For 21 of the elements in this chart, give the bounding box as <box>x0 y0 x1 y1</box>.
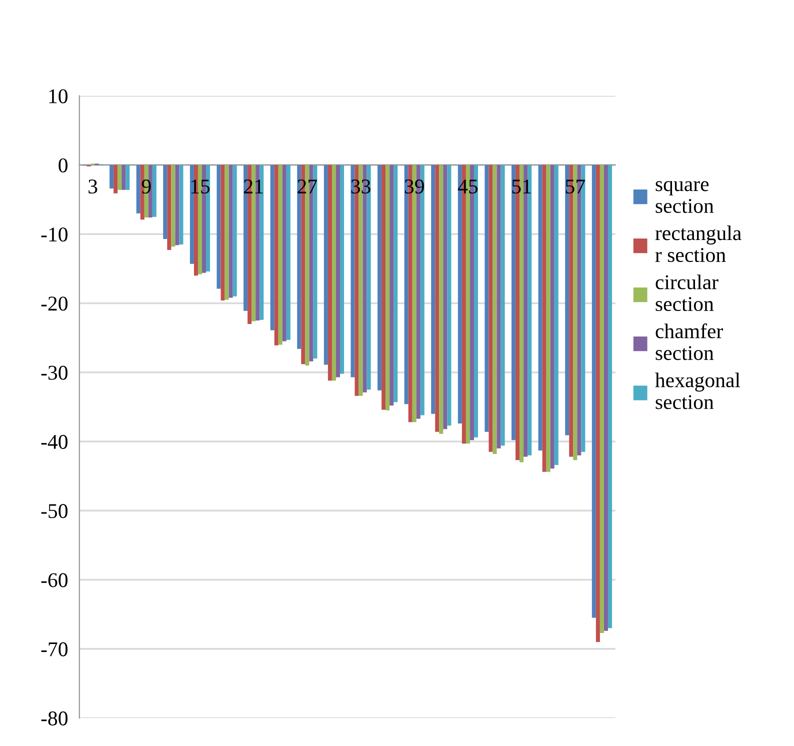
x-tick-label: 21 <box>244 180 263 194</box>
x-tick-label: 15 <box>191 180 210 194</box>
y-tick-label: -40 <box>41 434 68 449</box>
y-tick-label: -20 <box>41 296 68 311</box>
x-tick-label: 39 <box>404 180 424 194</box>
x-tick-label: 27 <box>298 180 317 194</box>
x-tick-label: 57 <box>566 180 585 194</box>
y-tick-label: -10 <box>41 227 68 242</box>
y-tick-label: -70 <box>41 642 68 656</box>
x-tick-label: 51 <box>512 180 531 194</box>
legend-label: hexagonal section <box>655 372 740 410</box>
x-tick-label: 3 <box>88 180 98 194</box>
x-tick-label: 33 <box>351 180 370 194</box>
y-tick-label: 10 <box>49 89 68 104</box>
legend-label: square section <box>656 180 714 213</box>
y-tick-label: -30 <box>41 366 68 380</box>
y-tick-label: -50 <box>41 504 68 518</box>
y-tick-label: -60 <box>41 573 68 588</box>
y-tick-label: 0 <box>58 158 68 172</box>
x-tick-label: 45 <box>458 180 478 194</box>
y-tick-label: -80 <box>41 711 68 726</box>
